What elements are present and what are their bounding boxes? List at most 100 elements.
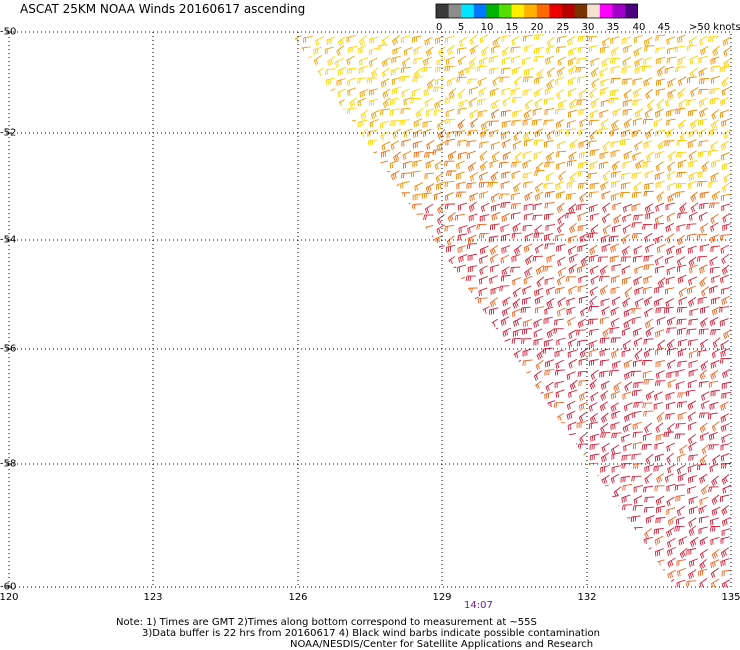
wind-barb [368,526,378,535]
wind-barb [458,433,468,443]
wind-barb [290,444,300,452]
wind-barb [479,443,489,453]
wind-barb [512,547,523,554]
wind-barb [631,232,643,239]
wind-barb [579,348,589,359]
wind-barb [305,475,314,487]
wind-barb [632,389,642,397]
wind-barb [324,212,335,220]
wind-barb [723,172,731,183]
wind-barb [477,297,488,304]
wind-barb [534,433,545,442]
wind-barb [311,265,322,272]
legend-swatch [612,4,626,18]
wind-barb [709,401,719,410]
wind-barb [512,526,522,535]
wind-barb [557,214,566,225]
wind-barb [325,172,334,182]
wind-barb [303,212,313,223]
wind-barb [610,140,621,148]
wind-barb [335,557,346,565]
wind-barb [711,348,721,359]
wind-barb [687,421,697,431]
wind-barb [500,569,509,580]
wind-barb [456,421,466,429]
wind-barb [347,46,358,53]
wind-barb [655,265,665,274]
wind-barb [303,578,313,587]
wind-barb [325,233,336,240]
wind-barb [446,244,456,253]
wind-barb [368,329,379,336]
wind-barb [630,515,641,523]
wind-barb [336,99,345,109]
wind-barb [336,578,347,584]
wind-barb [654,548,664,557]
wind-barb [546,452,556,463]
wind-barb [554,422,565,428]
wind-barb [665,391,675,401]
wind-barb [666,47,677,55]
wind-barb [345,515,356,523]
wind-barb [457,47,467,55]
wind-barb [677,348,687,357]
wind-barb [701,161,710,172]
note-line-2: 3)Data buffer is 22 hrs from 20160617 4)… [142,628,600,639]
wind-barb [610,444,620,455]
wind-barb [360,183,369,195]
wind-barb [458,224,468,234]
wind-barb [543,119,554,126]
wind-barb [676,579,686,587]
wind-barb [601,442,610,453]
wind-barb [511,97,523,103]
wind-barb [524,546,534,556]
wind-barb [434,99,443,110]
wind-barb [424,516,434,526]
wind-barb [501,391,511,401]
wind-barb [700,338,709,349]
wind-barb [710,159,720,169]
wind-barb [500,486,511,493]
wind-barb [402,339,412,348]
wind-barb [290,329,300,337]
wind-barb [312,400,323,406]
wind-barb [489,297,498,308]
wind-barb [399,119,410,126]
wind-barb [369,505,379,515]
wind-barb [467,359,477,369]
wind-barb [436,317,446,327]
wind-barb [522,348,532,357]
wind-barb [621,327,631,337]
wind-barb [641,223,653,230]
wind-barb [688,525,697,536]
wind-barb [701,444,710,455]
wind-barb [435,526,446,535]
wind-barb [477,556,488,564]
wind-barb [501,338,511,348]
wind-barb [633,381,644,389]
wind-barb [532,203,543,211]
wind-barb [534,98,543,109]
wind-barb [698,128,708,138]
wind-barb [567,506,577,517]
wind-barb [326,547,336,556]
wind-barb [315,97,325,105]
wind-barb [707,149,718,157]
wind-barb [578,463,588,472]
wind-barb [589,412,598,424]
wind-barb [423,548,434,555]
wind-barb [655,88,666,96]
wind-barb [610,149,620,158]
wind-barb [602,140,611,152]
wind-barb [290,517,291,524]
wind-barb [347,527,357,535]
wind-barb [435,297,444,309]
wind-barb [448,402,456,413]
wind-barb [400,172,412,179]
wind-barb [590,494,599,505]
wind-barb [500,274,511,282]
wind-barb [491,203,501,212]
wind-barb [501,56,512,65]
wind-barb [599,86,609,96]
wind-barb [290,160,291,168]
